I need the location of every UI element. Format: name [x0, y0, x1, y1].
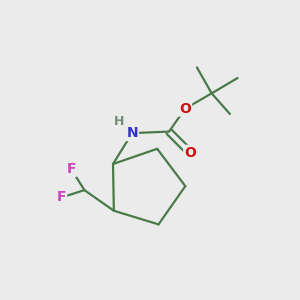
Text: F: F	[66, 162, 76, 176]
Text: O: O	[184, 146, 196, 160]
Text: H: H	[114, 116, 124, 128]
Text: N: N	[126, 126, 138, 140]
Text: O: O	[179, 102, 191, 116]
Text: F: F	[57, 190, 66, 205]
